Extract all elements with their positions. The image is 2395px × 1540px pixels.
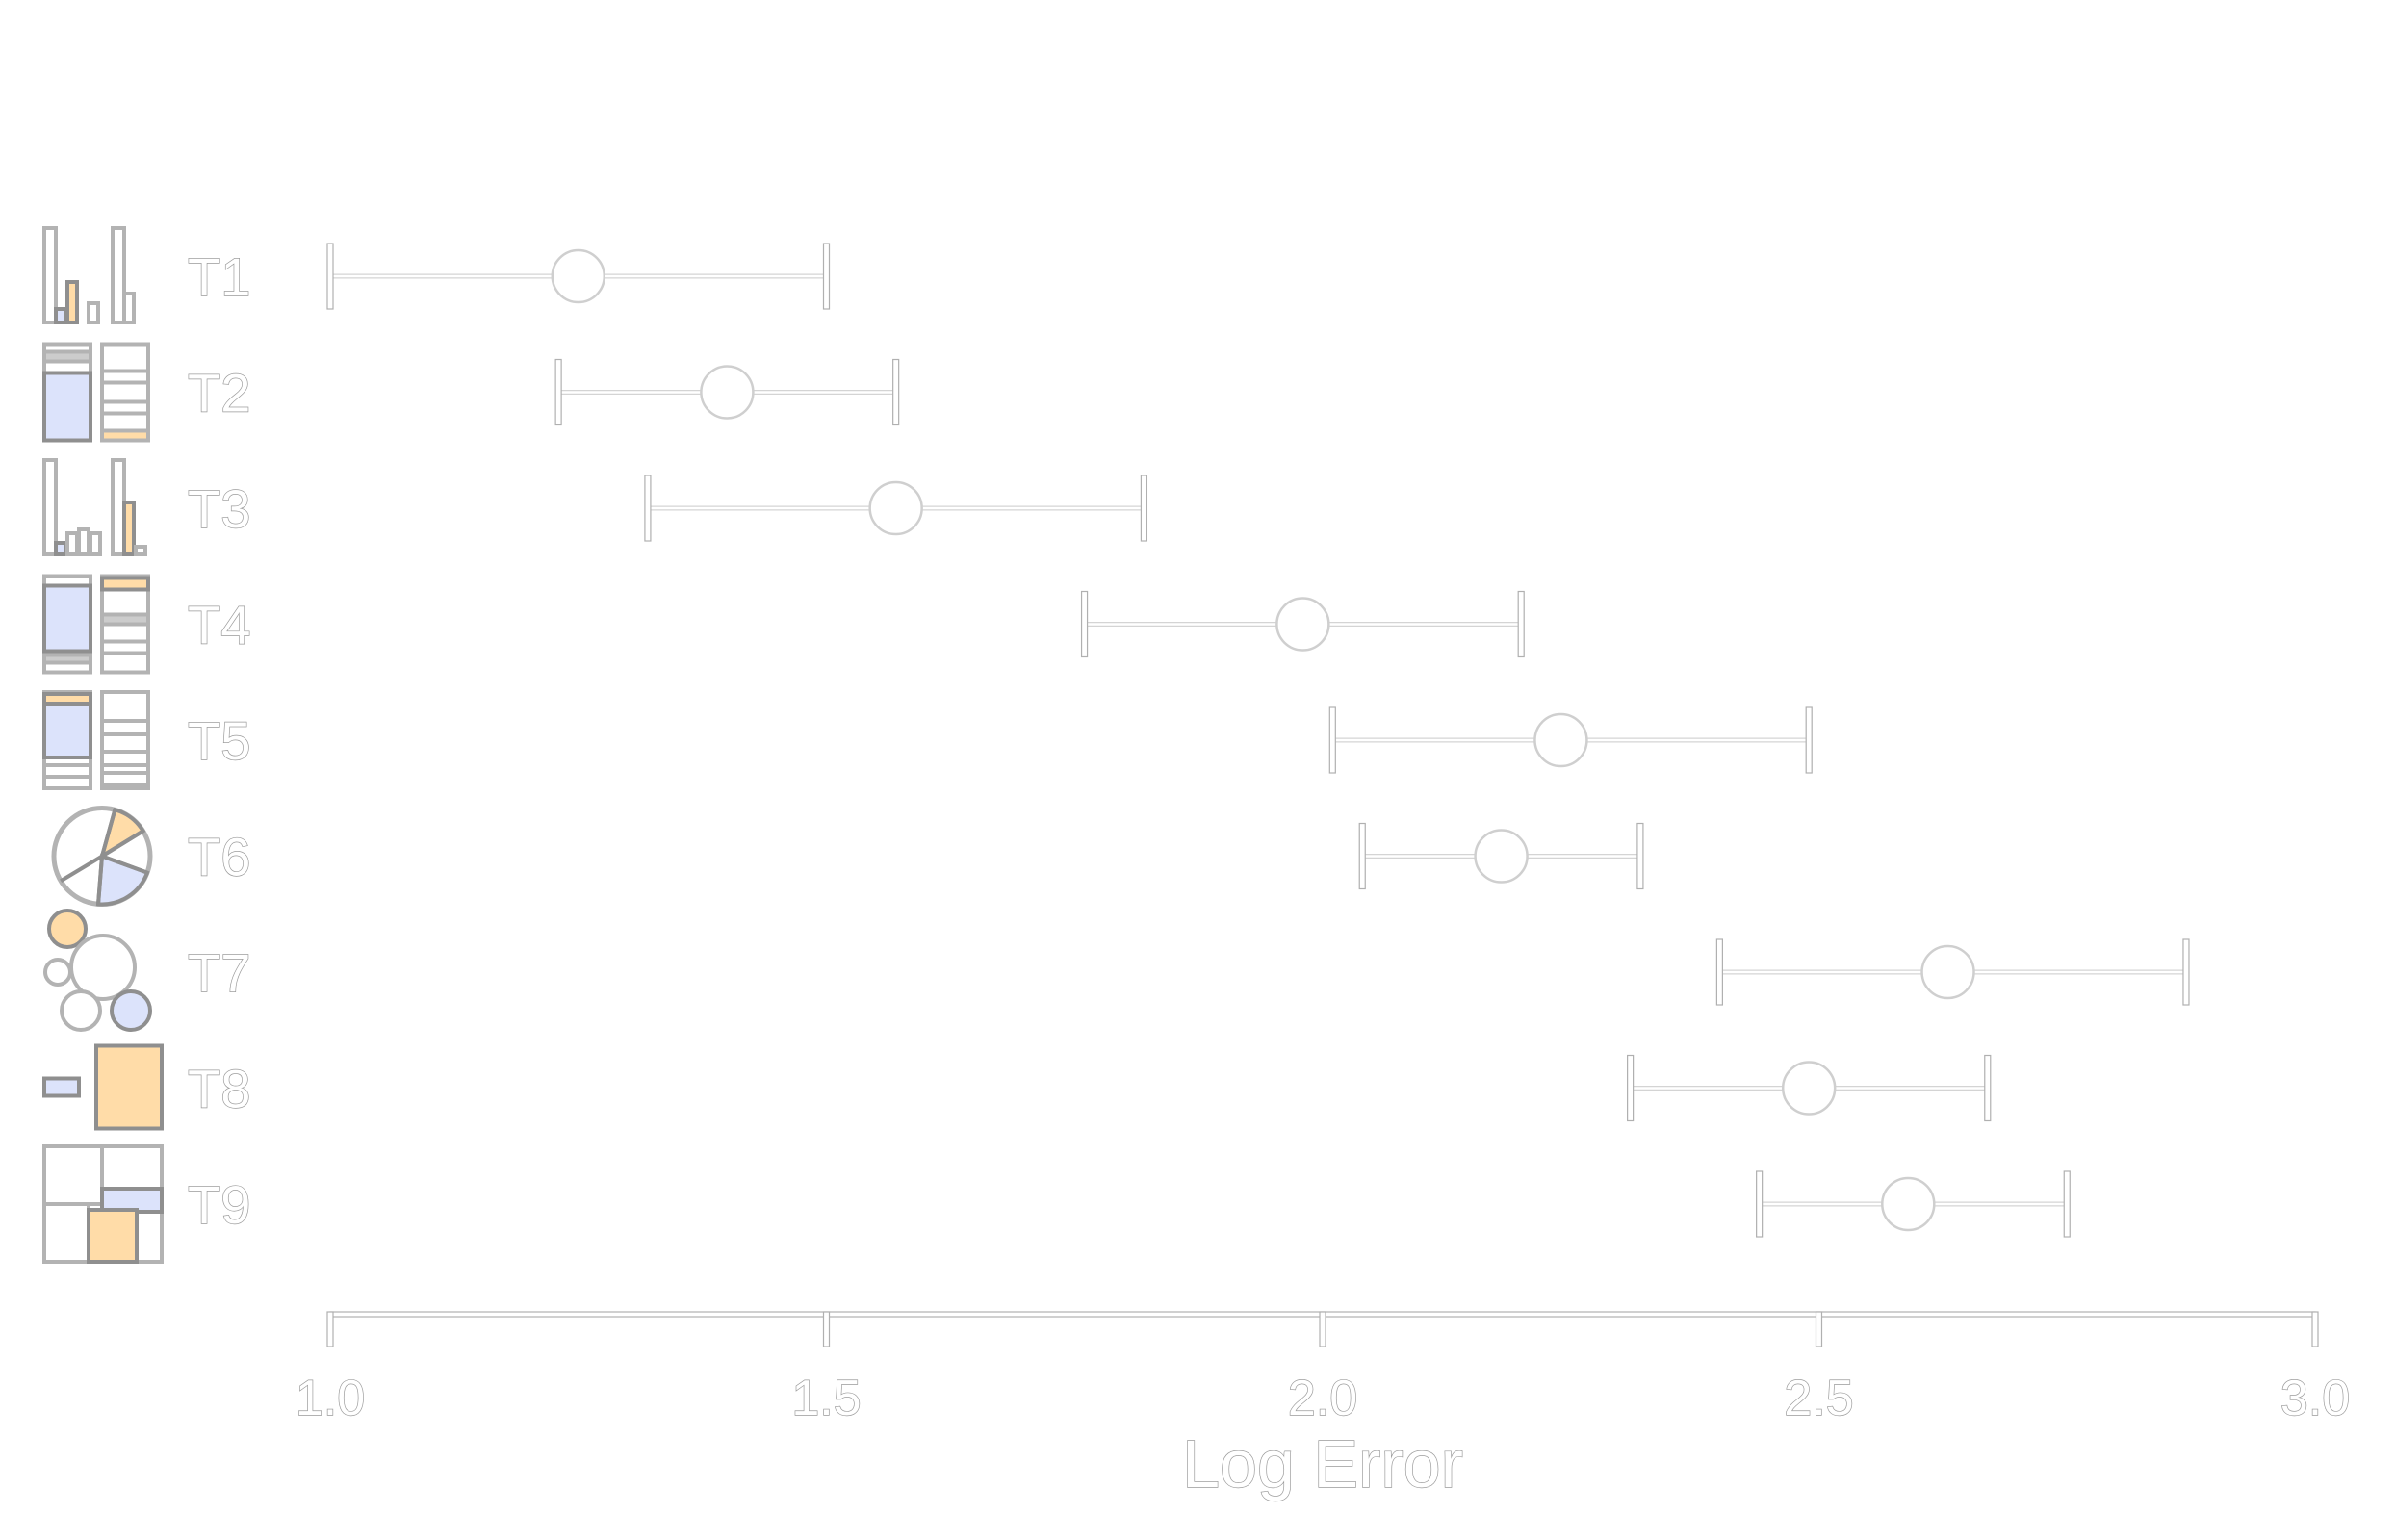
category-label: T2 — [188, 363, 250, 424]
x-tick — [822, 1311, 831, 1348]
category-label: T1 — [188, 246, 250, 307]
category-label: T5 — [188, 710, 250, 771]
x-tick-label: 2.0 — [1288, 1371, 1357, 1426]
category-label: T6 — [188, 827, 250, 887]
x-tick-label: 1.5 — [791, 1371, 861, 1426]
mean-point — [1920, 944, 1975, 1000]
category-labels: T1 T2 T3 T4 T5 T6 T7 T8 T9 — [187, 245, 251, 1235]
category-label: T7 — [188, 942, 250, 1003]
category-label: T9 — [188, 1174, 250, 1235]
category-label: T8 — [188, 1059, 250, 1119]
category-label: T4 — [188, 595, 250, 655]
x-tick — [2311, 1311, 2319, 1348]
bar-chart-icon — [42, 226, 136, 324]
mean-point — [868, 480, 923, 536]
pie-chart-icon — [51, 806, 153, 907]
bar-chart-icon — [42, 458, 147, 556]
category-label: T3 — [188, 478, 250, 539]
x-tick-label: 1.0 — [296, 1371, 365, 1426]
x-tick — [326, 1311, 334, 1348]
x-tick — [1815, 1311, 1823, 1348]
mean-point — [1881, 1176, 1936, 1232]
mean-point — [1275, 597, 1330, 652]
area-comparison-icon — [42, 1043, 164, 1131]
mean-point — [1533, 712, 1588, 768]
treemap-icon — [42, 1144, 164, 1264]
stacked-bar-icon — [42, 690, 150, 790]
x-axis-label: Log Error — [1182, 1426, 1463, 1502]
x-axis: 1.0 1.5 2.0 2.5 3.0 — [295, 1311, 2351, 1427]
x-tick-label: 2.5 — [1784, 1371, 1853, 1426]
mean-point — [1781, 1061, 1837, 1116]
mean-point — [1474, 829, 1529, 884]
icons-layer — [42, 226, 164, 1264]
mean-point — [551, 248, 605, 304]
bubble-chart-icon — [43, 909, 152, 1032]
mean-point — [700, 365, 755, 420]
x-tick-label: 3.0 — [2280, 1371, 2350, 1426]
stacked-bar-icon — [42, 342, 150, 443]
x-tick — [1319, 1311, 1326, 1348]
plot-area — [326, 243, 2190, 1238]
stacked-bar-icon — [42, 574, 150, 675]
